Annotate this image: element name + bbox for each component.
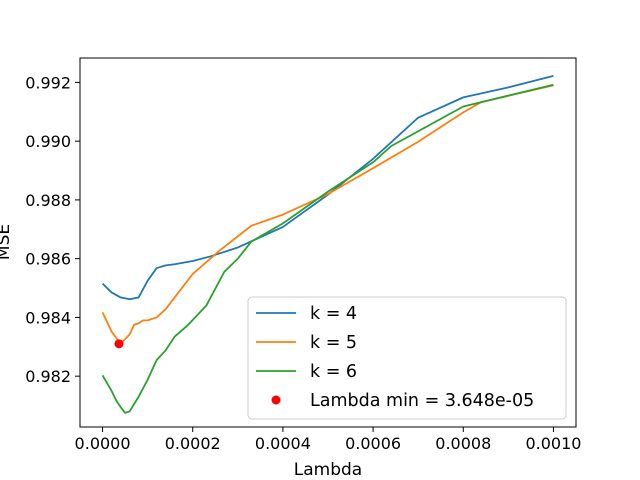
x-axis: 0.0000 0.0002 0.0004 0.0006 0.0008 0.0010 bbox=[75, 427, 581, 453]
x-tick-label: 0.0010 bbox=[525, 434, 581, 453]
x-tick-label: 0.0000 bbox=[75, 434, 131, 453]
plot-point bbox=[114, 339, 124, 349]
x-tick-label: 0.0006 bbox=[345, 434, 401, 453]
legend-marker-lambda-min bbox=[271, 395, 281, 405]
y-tick-label: 0.982 bbox=[25, 367, 71, 386]
legend-label-k6: k = 6 bbox=[310, 362, 357, 382]
plot-frame bbox=[79, 57, 577, 428]
series-line-k4 bbox=[101, 75, 554, 301]
legend-label-lambda-min: Lambda min = 3.648e-05 bbox=[310, 391, 534, 411]
y-tick-label: 0.992 bbox=[25, 73, 71, 92]
y-tick-label: 0.990 bbox=[25, 132, 71, 151]
x-tick-label: 0.0008 bbox=[435, 434, 491, 453]
legend: k = 4 k = 5 k = 6 Lambda min = 3.648e-05 bbox=[247, 296, 567, 420]
y-tick-label: 0.984 bbox=[25, 308, 71, 327]
legend-label-k4: k = 4 bbox=[310, 304, 357, 324]
x-tick-label: 0.0002 bbox=[165, 434, 221, 453]
y-axis-label: MSE bbox=[0, 224, 14, 260]
y-tick-label: 0.986 bbox=[25, 250, 71, 269]
y-tick-label: 0.988 bbox=[25, 191, 71, 210]
plot-lines bbox=[101, 75, 554, 414]
legend-box bbox=[247, 296, 567, 420]
x-tick-label: 0.0004 bbox=[255, 434, 311, 453]
legend-label-k5: k = 5 bbox=[310, 333, 357, 353]
x-axis-label: Lambda bbox=[294, 460, 362, 480]
y-axis: 0.982 0.984 0.986 0.988 0.990 0.992 bbox=[25, 73, 80, 386]
series-line-k5 bbox=[101, 84, 554, 345]
series-line-k6 bbox=[101, 83, 554, 414]
lambda-min-point bbox=[114, 339, 124, 349]
